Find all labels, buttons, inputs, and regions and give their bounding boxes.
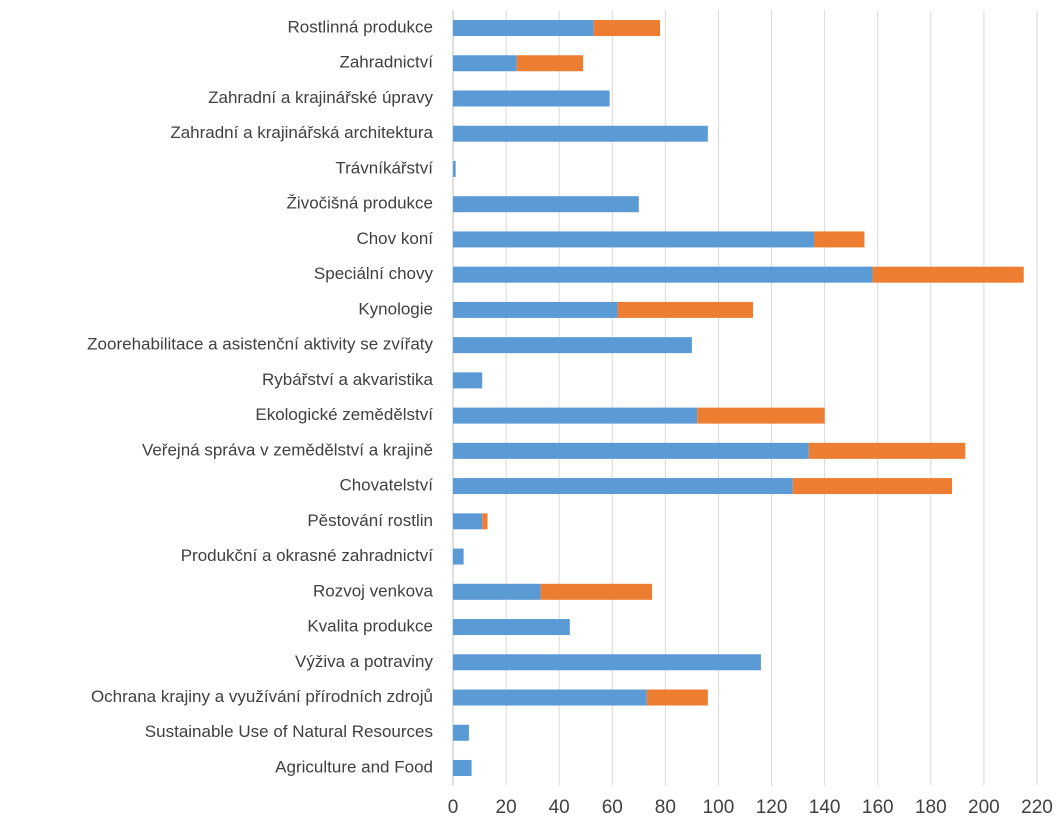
y-tick-label: Rozvoj venkova	[313, 581, 434, 600]
bar-segment	[453, 724, 469, 741]
bar-segment	[453, 196, 639, 213]
bar-segment	[453, 337, 692, 354]
bar-segment	[453, 90, 610, 107]
bar-segment	[453, 407, 698, 424]
bar-segment	[540, 583, 653, 600]
y-tick-label: Zoorehabilitace a asistenční aktivity se…	[87, 335, 433, 354]
y-tick-label: Ochrana krajiny a využívání přírodních z…	[91, 687, 433, 706]
y-tick-label: Chovatelství	[339, 476, 433, 495]
y-tick-label: Kvalita produkce	[307, 617, 433, 636]
y-tick-label: Rybářství a akvaristika	[262, 370, 434, 389]
y-tick-label: Veřejná správa v zemědělství a krajině	[142, 440, 433, 459]
bar-segment	[453, 654, 761, 671]
bar-segment	[453, 20, 594, 37]
x-tick-label: 160	[862, 797, 894, 818]
x-tick-label: 180	[915, 797, 947, 818]
bar-segment	[792, 478, 953, 495]
x-tick-label: 120	[756, 797, 788, 818]
bar-segment	[453, 160, 456, 177]
x-tick-label: 140	[809, 797, 841, 818]
x-tick-label: 80	[655, 797, 676, 818]
x-tick-label: 200	[968, 797, 1000, 818]
bar-segment	[814, 231, 865, 248]
y-tick-label: Výživa a potraviny	[295, 652, 433, 671]
x-tick-label: 0	[448, 797, 459, 818]
y-tick-label: Sustainable Use of Natural Resources	[145, 722, 433, 741]
bar-segment	[453, 266, 873, 283]
x-tick-label: 40	[549, 797, 570, 818]
bar-segment	[453, 231, 815, 248]
bar-segment	[453, 583, 541, 600]
y-tick-label: Agriculture and Food	[275, 757, 433, 776]
y-tick-label: Živočišná produkce	[287, 194, 433, 213]
bar-segment	[646, 689, 708, 706]
bar-segment	[453, 513, 483, 530]
bar-segment	[593, 20, 661, 37]
y-tick-label: Zahradní a krajinářská architektura	[170, 123, 433, 142]
x-tick-label: 220	[1021, 797, 1053, 818]
x-tick-label: 100	[703, 797, 735, 818]
bar-segment	[617, 301, 753, 318]
bar-segment	[872, 266, 1024, 283]
bar-segment	[697, 407, 825, 424]
bar-segment	[453, 55, 517, 72]
y-tick-label: Chov koní	[356, 229, 433, 248]
bar-segment	[453, 548, 464, 565]
y-tick-label: Zahradní a krajinářské úpravy	[208, 88, 433, 107]
bar-segment	[482, 513, 488, 530]
y-tick-label: Speciální chovy	[314, 264, 434, 283]
bar-segment	[453, 301, 618, 318]
x-tick-label: 60	[602, 797, 623, 818]
y-tick-label: Kynologie	[358, 299, 433, 318]
y-tick-label: Pěstování rostlin	[307, 511, 433, 530]
x-tick-label: 20	[496, 797, 517, 818]
bar-segment	[453, 125, 708, 142]
y-tick-label: Trávníkářství	[335, 158, 433, 177]
y-tick-label: Produkční a okrasné zahradnictví	[181, 546, 434, 565]
bar-segment	[453, 442, 809, 459]
bar-segment	[453, 759, 472, 776]
bar-segment	[453, 478, 793, 495]
bar-segment	[453, 689, 647, 706]
y-tick-label: Zahradnictví	[339, 53, 433, 72]
y-tick-label: Rostlinná produkce	[287, 18, 433, 37]
bar-segment	[808, 442, 966, 459]
y-tick-label: Ekologické zemědělství	[255, 405, 433, 424]
bar-segment	[453, 372, 483, 389]
bar-segment	[453, 619, 570, 636]
bar-segment	[516, 55, 584, 72]
